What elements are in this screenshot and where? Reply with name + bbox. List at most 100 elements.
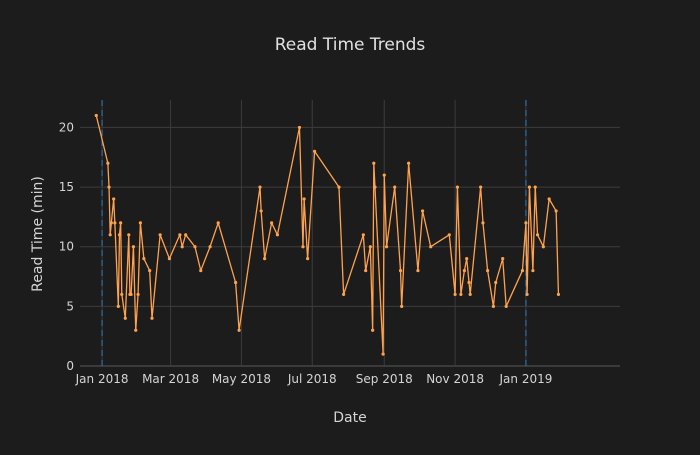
data-point[interactable] [150, 316, 154, 320]
data-point[interactable] [116, 304, 120, 308]
data-point[interactable] [501, 257, 505, 261]
data-point[interactable] [184, 233, 188, 237]
data-point[interactable] [123, 316, 127, 320]
data-point[interactable] [237, 328, 241, 332]
data-point[interactable] [547, 197, 551, 201]
data-point[interactable] [533, 185, 537, 189]
data-point[interactable] [129, 292, 133, 297]
data-point[interactable] [106, 161, 110, 165]
data-point[interactable] [361, 233, 365, 237]
data-point[interactable] [134, 328, 138, 332]
data-point[interactable] [312, 149, 317, 153]
data-point[interactable] [117, 233, 122, 237]
x-tick-label: Jan 2018 [75, 372, 129, 386]
data-point[interactable] [120, 292, 124, 297]
data-point[interactable] [302, 197, 306, 201]
data-point[interactable] [455, 185, 460, 189]
data-point[interactable] [462, 268, 466, 273]
data-point[interactable] [364, 268, 368, 273]
data-point[interactable] [479, 185, 483, 189]
data-point[interactable] [337, 185, 341, 189]
data-point[interactable] [142, 257, 146, 261]
data-point[interactable] [447, 233, 451, 237]
data-point[interactable] [180, 245, 184, 249]
data-point[interactable] [119, 221, 123, 225]
x-tick-label: Jan 2019 [499, 372, 553, 386]
data-point[interactable] [467, 280, 471, 285]
data-point[interactable] [306, 257, 310, 261]
x-tick-label: Mar 2018 [142, 372, 199, 386]
data-point[interactable] [381, 352, 385, 356]
data-point[interactable] [372, 161, 376, 165]
data-point[interactable] [148, 268, 152, 273]
data-point[interactable] [368, 245, 372, 249]
data-point[interactable] [263, 257, 267, 261]
data-point[interactable] [113, 221, 117, 225]
data-point[interactable] [465, 257, 469, 261]
data-point[interactable] [554, 209, 558, 213]
y-tick-label: 5 [66, 299, 74, 313]
data-point[interactable] [131, 245, 136, 249]
data-point[interactable] [556, 292, 561, 297]
data-point[interactable] [420, 209, 425, 213]
data-point[interactable] [486, 268, 490, 273]
data-point[interactable] [275, 233, 280, 237]
data-point[interactable] [127, 233, 131, 237]
x-tick-label: Sep 2018 [356, 372, 413, 386]
data-point[interactable] [136, 292, 140, 297]
data-point[interactable] [107, 185, 111, 189]
data-point[interactable] [400, 304, 404, 308]
data-point[interactable] [531, 268, 535, 273]
data-point[interactable] [393, 185, 397, 189]
data-point[interactable] [407, 161, 411, 165]
data-point[interactable] [429, 245, 433, 249]
data-point[interactable] [453, 292, 457, 297]
data-point[interactable] [535, 233, 540, 237]
data-point[interactable] [541, 245, 545, 249]
data-point[interactable] [109, 221, 113, 225]
x-axis-title: Date [333, 410, 366, 426]
data-point[interactable] [297, 125, 302, 130]
data-point[interactable] [520, 268, 525, 273]
data-point[interactable] [270, 221, 274, 225]
y-axis-title: Read Time (min) [30, 176, 46, 292]
data-point[interactable] [398, 268, 403, 273]
data-point[interactable] [216, 221, 220, 225]
data-point[interactable] [504, 304, 508, 308]
data-point[interactable] [94, 113, 98, 118]
data-point[interactable] [112, 197, 116, 201]
data-point[interactable] [234, 280, 238, 285]
data-point[interactable] [491, 304, 496, 308]
data-point[interactable] [525, 292, 529, 297]
data-point[interactable] [416, 268, 420, 273]
y-tick-label: 15 [59, 180, 74, 194]
data-point[interactable] [371, 328, 375, 332]
data-point[interactable] [138, 221, 142, 225]
data-point[interactable] [301, 245, 305, 249]
data-point[interactable] [384, 245, 389, 249]
data-point[interactable] [524, 221, 528, 225]
data-point[interactable] [382, 173, 386, 177]
series-layer [94, 113, 561, 356]
data-point[interactable] [259, 209, 263, 213]
data-point[interactable] [494, 280, 498, 285]
data-point[interactable] [527, 185, 532, 189]
data-point[interactable] [481, 221, 485, 225]
data-point[interactable] [342, 292, 346, 297]
data-point[interactable] [108, 233, 112, 237]
data-point[interactable] [208, 245, 212, 249]
data-point[interactable] [199, 268, 203, 273]
data-point[interactable] [158, 233, 162, 237]
data-point[interactable] [167, 257, 172, 261]
data-point[interactable] [459, 292, 463, 297]
data-point[interactable] [258, 185, 262, 189]
data-point[interactable] [178, 233, 182, 237]
data-point[interactable] [193, 245, 197, 249]
data-point[interactable] [468, 292, 472, 297]
data-point[interactable] [373, 185, 377, 189]
x-tick-label: Jul 2018 [287, 372, 337, 386]
chart-title: Read Time Trends [275, 35, 426, 55]
